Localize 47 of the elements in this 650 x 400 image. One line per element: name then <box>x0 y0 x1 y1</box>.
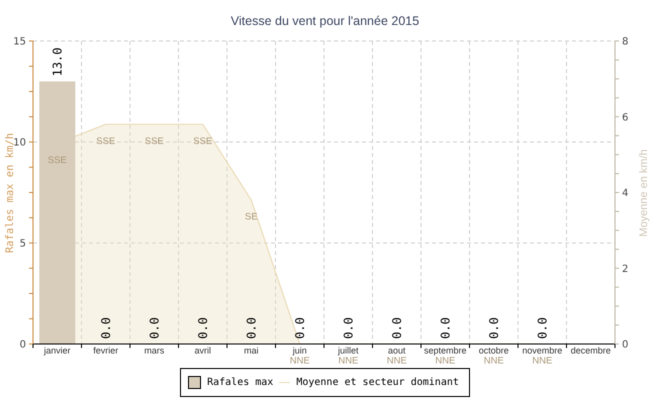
data-label: SSE <box>48 154 67 166</box>
data-label: NNE <box>338 356 358 366</box>
data-label: SSE <box>96 136 116 147</box>
data-label: 0.0 <box>98 317 113 339</box>
data-label: SSE <box>193 136 212 147</box>
y-tick-label: 5 <box>20 238 26 250</box>
x-tick-label: mai <box>244 346 259 356</box>
y-tick-label: 15 <box>13 36 26 48</box>
y2-tick-label: 6 <box>622 112 628 124</box>
chart-title: Vitesse du vent pour l'année 2015 <box>230 14 420 28</box>
y-tick-label: 10 <box>13 138 26 149</box>
x-tick-label: novembre <box>522 346 562 356</box>
y2-axis-title: Moyenne en km/h <box>638 148 650 236</box>
data-label: NNE <box>532 356 552 366</box>
data-label: NNE <box>290 356 310 366</box>
x-tick-label: septembre <box>424 346 467 356</box>
data-label: NNE <box>435 356 456 366</box>
y-tick-label: 0 <box>20 340 26 351</box>
data-label: 0.0 <box>390 317 404 339</box>
data-label: SE <box>244 212 258 223</box>
data-label: 0.0 <box>292 317 307 339</box>
data-label: 0.0 <box>535 317 550 339</box>
data-label: 0.0 <box>486 317 501 339</box>
y2-tick-label: 0 <box>622 340 628 351</box>
x-tick-label: mars <box>144 346 165 356</box>
data-label: NNE <box>484 356 504 366</box>
data-label: 0.0 <box>147 317 162 339</box>
y2-tick-label: 4 <box>622 188 628 200</box>
y2-tick-label: 8 <box>622 36 628 48</box>
data-label: SSE <box>144 136 164 147</box>
x-tick-label: juin <box>292 346 307 356</box>
x-tick-label: avril <box>194 346 212 356</box>
data-label: 0.0 <box>196 317 210 339</box>
x-tick-label: octobre <box>478 346 509 356</box>
x-tick-label: janvier <box>42 346 71 356</box>
data-label: 0.0 <box>438 317 452 339</box>
data-label: 13.0 <box>50 47 64 76</box>
x-tick-label: decembre <box>570 346 611 356</box>
y2-tick-label: 2 <box>622 264 628 275</box>
x-tick-label: juillet <box>336 346 359 356</box>
data-label: 0.0 <box>244 317 258 339</box>
x-tick-label: aout <box>388 346 406 356</box>
x-tick-label: fevrier <box>93 346 118 356</box>
legend-label: Rafales max <box>207 377 274 388</box>
legend-label: Moyenne et secteur dominant <box>296 377 459 388</box>
data-label: NNE <box>386 356 407 366</box>
data-label: 0.0 <box>341 317 356 339</box>
